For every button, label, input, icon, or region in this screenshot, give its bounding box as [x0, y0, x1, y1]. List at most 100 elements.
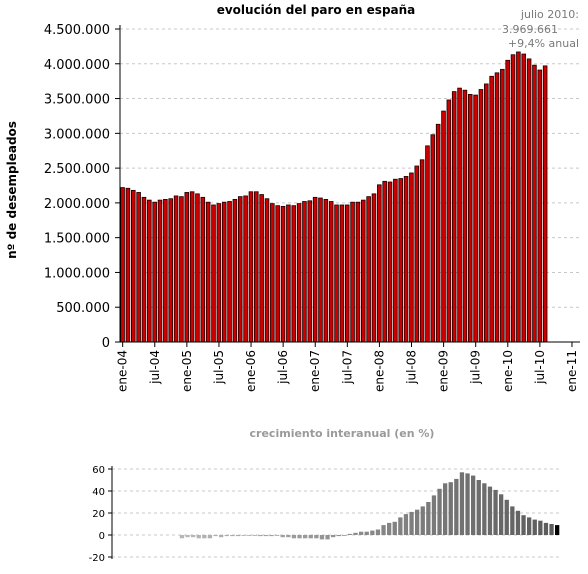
growth-bar [269, 535, 274, 537]
main-bar [205, 201, 211, 343]
main-bar [286, 204, 291, 343]
main-y-tick-label: 2.000.000 [44, 197, 110, 212]
growth-bar [241, 535, 246, 536]
main-x-tick-label: ene-11 [565, 350, 579, 392]
growth-bar [303, 535, 308, 539]
main-bar [136, 192, 141, 343]
main-bar [157, 199, 163, 343]
growth-bar [191, 535, 196, 538]
main-x-tick-label: jul-05 [212, 350, 226, 385]
main-bar [409, 172, 414, 343]
main-x-ticks: ene-04 jul-04 ene-05 jul-05 ene-06 jul-06 ene-… [116, 342, 579, 392]
main-bar [393, 178, 398, 343]
growth-y-tick-label: 40 [92, 487, 105, 498]
main-bar [291, 205, 297, 343]
growth-bar [280, 535, 285, 538]
growth-bar [342, 535, 347, 536]
main-bar [500, 68, 505, 343]
main-bar [184, 192, 190, 343]
main-gridlines [120, 28, 580, 308]
main-bar [510, 54, 516, 343]
main-bar [168, 198, 173, 343]
main-bar [350, 201, 355, 343]
growth-bar [459, 472, 465, 535]
growth-gridlines [112, 468, 560, 558]
growth-bar [325, 535, 330, 540]
growth-y-tick-label: 60 [92, 465, 105, 476]
main-bar [307, 200, 313, 343]
growth-bar [275, 535, 280, 536]
growth-bar [263, 535, 269, 537]
growth-bar [213, 535, 218, 537]
growth-bar [235, 535, 241, 537]
main-bar [243, 195, 248, 343]
main-bar [542, 65, 548, 343]
growth-bar [515, 510, 521, 535]
growth-bar [314, 535, 319, 539]
main-bar [259, 194, 264, 343]
growth-bar [476, 480, 481, 535]
growth-bar [426, 502, 431, 535]
main-bar [211, 204, 216, 343]
growth-bar [415, 509, 420, 535]
growth-bar [381, 525, 386, 535]
growth-bar [487, 486, 493, 535]
growth-bar [471, 475, 476, 535]
growth-bar [448, 482, 453, 535]
main-bar [473, 94, 478, 343]
main-bar [221, 201, 227, 343]
main-y-tick-label: 3.500.000 [44, 93, 110, 108]
main-y-ticks: 0 500.000 1.000.000 1.500.000 2.000.000 2.500… [44, 23, 120, 351]
growth-bar [336, 535, 341, 537]
growth-bar [555, 525, 560, 535]
growth-bar [443, 483, 448, 535]
main-bar [141, 196, 147, 343]
main-x-tick-label: jul-06 [276, 350, 290, 385]
main-bar [521, 53, 527, 343]
growth-bar [454, 478, 459, 535]
main-axes [119, 25, 580, 343]
growth-bar [179, 535, 185, 539]
main-x-tick-label: ene-08 [372, 350, 386, 392]
growth-bar [353, 532, 358, 535]
main-x-tick-label: ene-05 [180, 350, 194, 392]
annotation-julio-2010: julio 2010: 3.969.661 +9,4% anual [502, 8, 579, 50]
main-bar [355, 201, 361, 343]
main-bar [200, 196, 206, 343]
growth-bar [359, 531, 364, 535]
main-bar [430, 134, 436, 343]
main-chart: evolución del paro en españa nº de desem… [5, 3, 580, 392]
growth-y-tick-label: 0 [99, 531, 105, 542]
main-bar [248, 191, 254, 343]
main-bar [173, 195, 179, 343]
annotation-line-3: +9,4% anual [508, 37, 579, 50]
main-bar [163, 199, 168, 343]
main-bar [323, 199, 329, 343]
main-y-tick-label: 4.500.000 [44, 23, 110, 38]
growth-bar [196, 535, 201, 539]
growth-bar [364, 531, 369, 535]
main-bar [270, 203, 275, 343]
main-bar [435, 123, 441, 343]
main-bar [360, 199, 366, 343]
main-x-tick-label: ene-06 [244, 350, 258, 392]
growth-bar [297, 535, 302, 539]
growth-bar [521, 515, 526, 535]
main-x-tick-label: ene-07 [308, 350, 322, 392]
growth-bar [202, 535, 207, 539]
main-bar [125, 187, 131, 343]
growth-bar [398, 517, 403, 535]
growth-bar [403, 514, 409, 535]
main-bar [441, 110, 446, 343]
main-bar [302, 201, 307, 343]
main-bar [254, 191, 259, 343]
growth-bar [431, 495, 437, 535]
main-bar [296, 203, 302, 343]
main-bar [414, 165, 420, 343]
main-bar [398, 178, 403, 343]
main-x-tick-label: ene-09 [437, 350, 451, 392]
main-bar [532, 64, 537, 343]
main-x-tick-label: jul-10 [533, 350, 547, 385]
main-bar [419, 159, 425, 343]
main-bar [227, 201, 232, 343]
